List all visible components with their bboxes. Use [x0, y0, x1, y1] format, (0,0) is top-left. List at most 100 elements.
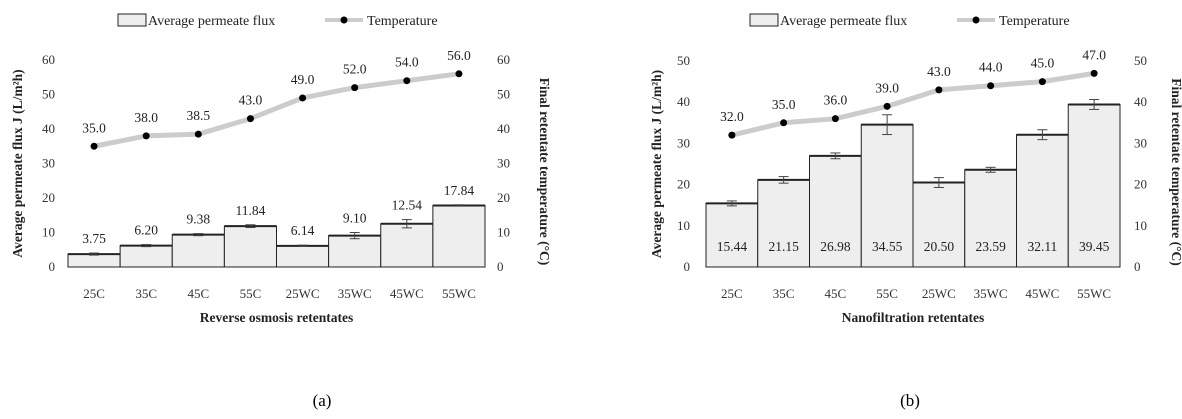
temperature-point [90, 142, 98, 150]
temperature-value-label: 49.0 [291, 72, 315, 87]
temperature-point [883, 102, 891, 110]
y-tick-right: 20 [1134, 177, 1147, 192]
temperature-line [91, 71, 462, 149]
y-tick-left: 60 [42, 52, 55, 67]
temperature-point [1038, 78, 1046, 86]
temperature-point [728, 131, 736, 139]
x-tick-label: 35C [135, 286, 157, 301]
x-tick-label: 55WC [442, 286, 476, 301]
bar [119, 245, 173, 268]
temperature-point [935, 86, 943, 94]
panel-caption-a: (a) [313, 391, 332, 410]
y-tick-left: 0 [684, 259, 691, 274]
y-tick-left: 0 [49, 259, 56, 274]
bar-value-label: 34.55 [872, 239, 903, 254]
y-tick-right: 10 [497, 225, 510, 240]
temperature-value-label: 38.5 [187, 108, 211, 123]
temperature-value-label: 44.0 [979, 60, 1003, 75]
x-tick-label: 45WC [1025, 286, 1059, 301]
x-tick-label: 25C [83, 286, 105, 301]
bar [860, 124, 914, 268]
temperature-value-label: 39.0 [875, 80, 899, 95]
bar-value-label: 6.14 [291, 223, 315, 238]
temperature-point [194, 130, 202, 138]
temperature-value-label: 47.0 [1082, 47, 1106, 62]
x-tick-label: 35C [773, 286, 795, 301]
y-tick-right: 10 [1134, 218, 1147, 233]
temperature-value-label: 43.0 [239, 93, 263, 108]
temperature-point [1090, 69, 1098, 77]
bar-value-label: 23.59 [975, 239, 1006, 254]
y-tick-left: 50 [677, 53, 690, 68]
bar-value-label: 6.20 [134, 223, 158, 238]
bar-value-label: 3.75 [82, 231, 106, 246]
y-axis-label-right: Final retentate temperature (°C) [1169, 78, 1182, 265]
bar [705, 202, 759, 268]
temperature-value-label: 52.0 [343, 62, 367, 77]
temperature-point [351, 84, 359, 92]
x-axis-label: Nanofiltration retentates [842, 310, 985, 325]
x-tick-label: 25WC [286, 286, 320, 301]
temperature-value-label: 38.0 [134, 110, 158, 125]
y-tick-left: 50 [42, 87, 55, 102]
temperature-value-label: 56.0 [447, 48, 471, 63]
temperature-point [299, 94, 307, 102]
bar-value-label: 9.10 [343, 211, 367, 226]
legend-label-flux: Average permeate flux [148, 14, 275, 29]
bar-value-label: 17.84 [444, 183, 475, 198]
x-tick-label: 55C [876, 286, 898, 301]
bar [380, 223, 434, 268]
y-tick-right: 30 [1134, 135, 1147, 150]
panel-caption-b: (b) [900, 391, 920, 410]
bar [276, 245, 330, 268]
temperature-point [142, 132, 150, 140]
y-tick-left: 20 [42, 190, 55, 205]
y-axis-label-left: Average permeate flux J (L/m²h) [649, 70, 664, 258]
bar [171, 234, 225, 268]
legend-label-temperature: Temperature [367, 14, 438, 29]
legend-swatch-flux [749, 13, 779, 27]
x-tick-label: 35WC [974, 286, 1008, 301]
bar [757, 179, 810, 268]
y-tick-right: 40 [1134, 94, 1147, 109]
y-axis-label-left: Average permeate flux J (L/m²h) [10, 69, 25, 257]
y-tick-right: 0 [1134, 259, 1141, 274]
temperature-value-label: 54.0 [395, 55, 419, 70]
bar [223, 225, 277, 268]
x-tick-label: 45WC [390, 286, 424, 301]
temperature-point [403, 77, 411, 85]
temperature-value-label: 35.0 [82, 120, 106, 135]
legend-label-temperature: Temperature [999, 14, 1070, 29]
bar [67, 253, 121, 268]
bar-value-label: 26.98 [820, 239, 851, 254]
x-tick-label: 55C [240, 286, 262, 301]
x-tick-label: 35WC [338, 286, 372, 301]
temperature-point [246, 115, 254, 123]
x-tick-label: 45C [825, 286, 847, 301]
bar [1067, 103, 1121, 268]
y-axis-label-right: Final retentate temperature (°C) [537, 78, 552, 265]
bar [328, 235, 382, 268]
bar [432, 204, 486, 268]
temperature-value-label: 45.0 [1031, 56, 1055, 71]
y-tick-left: 40 [677, 94, 690, 109]
bar-value-label: 21.15 [768, 239, 799, 254]
x-tick-label: 45C [187, 286, 209, 301]
bar-value-label: 15.44 [717, 239, 748, 254]
x-tick-label: 25C [721, 286, 743, 301]
y-tick-left: 10 [42, 225, 55, 240]
temperature-value-label: 32.0 [720, 109, 744, 124]
y-tick-left: 30 [42, 156, 55, 171]
chart-panel-b: Average permeate flux Temperature 0 0 10 10 20… [649, 13, 1182, 325]
y-tick-left: 30 [677, 135, 690, 150]
y-tick-right: 50 [497, 87, 510, 102]
bar [964, 169, 1017, 268]
x-tick-label: 25WC [922, 286, 956, 301]
temperature-point [987, 82, 995, 90]
legend-marker-temperature [340, 16, 348, 24]
bar-value-label: 32.11 [1027, 239, 1057, 254]
temperature-point [831, 115, 839, 123]
y-tick-left: 40 [42, 121, 55, 136]
temperature-value-label: 35.0 [772, 97, 796, 112]
